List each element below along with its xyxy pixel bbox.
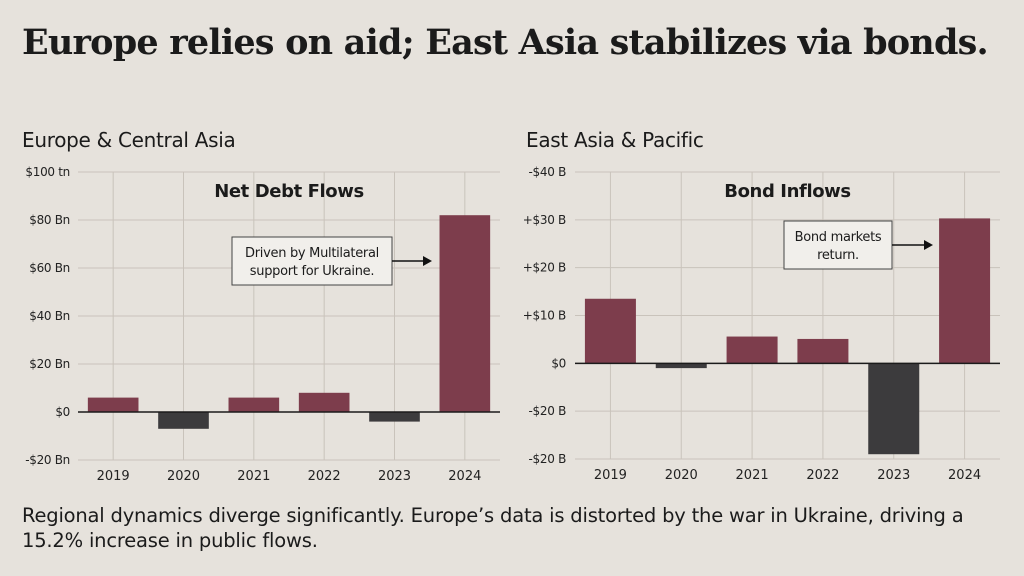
- x-tick-label: 2022: [308, 469, 341, 484]
- arrow-head-icon: [924, 240, 933, 250]
- annotation-box: [231, 236, 393, 286]
- chart-east-asia: -$20 B -$20 B $0 +$10 B +$20 B +$30 B -$40 B 20…: [523, 165, 1000, 483]
- x-tick-label: 2022: [806, 468, 839, 483]
- x-tick-label: 2023: [378, 469, 411, 484]
- bar-2023: [868, 363, 920, 455]
- footer-caption: Regional dynamics diverge significantly.…: [22, 504, 964, 552]
- x-tick-label: 2021: [736, 468, 769, 483]
- bar-2022: [298, 392, 350, 412]
- y-tick-label: -$20 B: [529, 404, 567, 418]
- bar-2020: [158, 412, 209, 429]
- bar-2023: [369, 412, 420, 422]
- right-region-title: East Asia & Pacific: [526, 128, 704, 152]
- bar-2019: [584, 298, 636, 364]
- y-tick-label: -$20 Bn: [25, 453, 70, 467]
- chart-title: Bond Inflows: [724, 181, 850, 202]
- bar-2024: [939, 218, 991, 364]
- x-tick-label: 2024: [448, 469, 481, 484]
- x-tick-label: 2023: [877, 468, 910, 483]
- bar-2019: [87, 397, 139, 412]
- annotation-text: support for Ukraine.: [250, 264, 374, 279]
- y-tick-label: +$20 B: [523, 261, 566, 275]
- y-tick-label: $80 Bn: [29, 213, 70, 227]
- left-region-title: Europe & Central Asia: [22, 128, 236, 152]
- y-tick-label: $40 Bn: [29, 309, 70, 323]
- y-tick-label: -$40 B: [529, 165, 567, 179]
- bar-2022: [797, 338, 849, 364]
- x-tick-label: 2019: [594, 468, 627, 483]
- annotation-box: [783, 220, 893, 270]
- y-tick-label: $0: [551, 356, 566, 370]
- page-title: Europe relies on aid; East Asia stabiliz…: [22, 22, 989, 63]
- y-tick-label: $20 Bn: [29, 357, 70, 371]
- y-tick-label: +$10 B: [523, 309, 566, 323]
- chart-title: Net Debt Flows: [214, 181, 364, 202]
- x-tick-label: 2024: [948, 468, 981, 483]
- y-tick-label: $60 Bn: [29, 261, 70, 275]
- bar-2024: [439, 215, 491, 412]
- x-tick-label: 2019: [97, 469, 130, 484]
- y-tick-label: +$30 B: [523, 213, 566, 227]
- bar-2021: [726, 336, 778, 364]
- x-tick-label: 2020: [665, 468, 698, 483]
- annotation-text: return.: [817, 248, 859, 263]
- bar-2021: [228, 397, 280, 412]
- x-tick-label: 2021: [237, 469, 270, 484]
- y-tick-label: -$20 B: [529, 452, 567, 466]
- bar-2020: [655, 363, 707, 369]
- y-tick-label: $100 tn: [25, 165, 70, 179]
- annotation-text: Driven by Multilateral: [245, 246, 379, 261]
- y-tick-label: $0: [55, 405, 70, 419]
- x-tick-label: 2020: [167, 469, 200, 484]
- annotation-text: Bond markets: [795, 230, 882, 245]
- chart-europe: -$20 Bn $0 $20 Bn $40 Bn $60 Bn $80 Bn $100 tn…: [25, 165, 500, 484]
- arrow-head-icon: [423, 256, 432, 266]
